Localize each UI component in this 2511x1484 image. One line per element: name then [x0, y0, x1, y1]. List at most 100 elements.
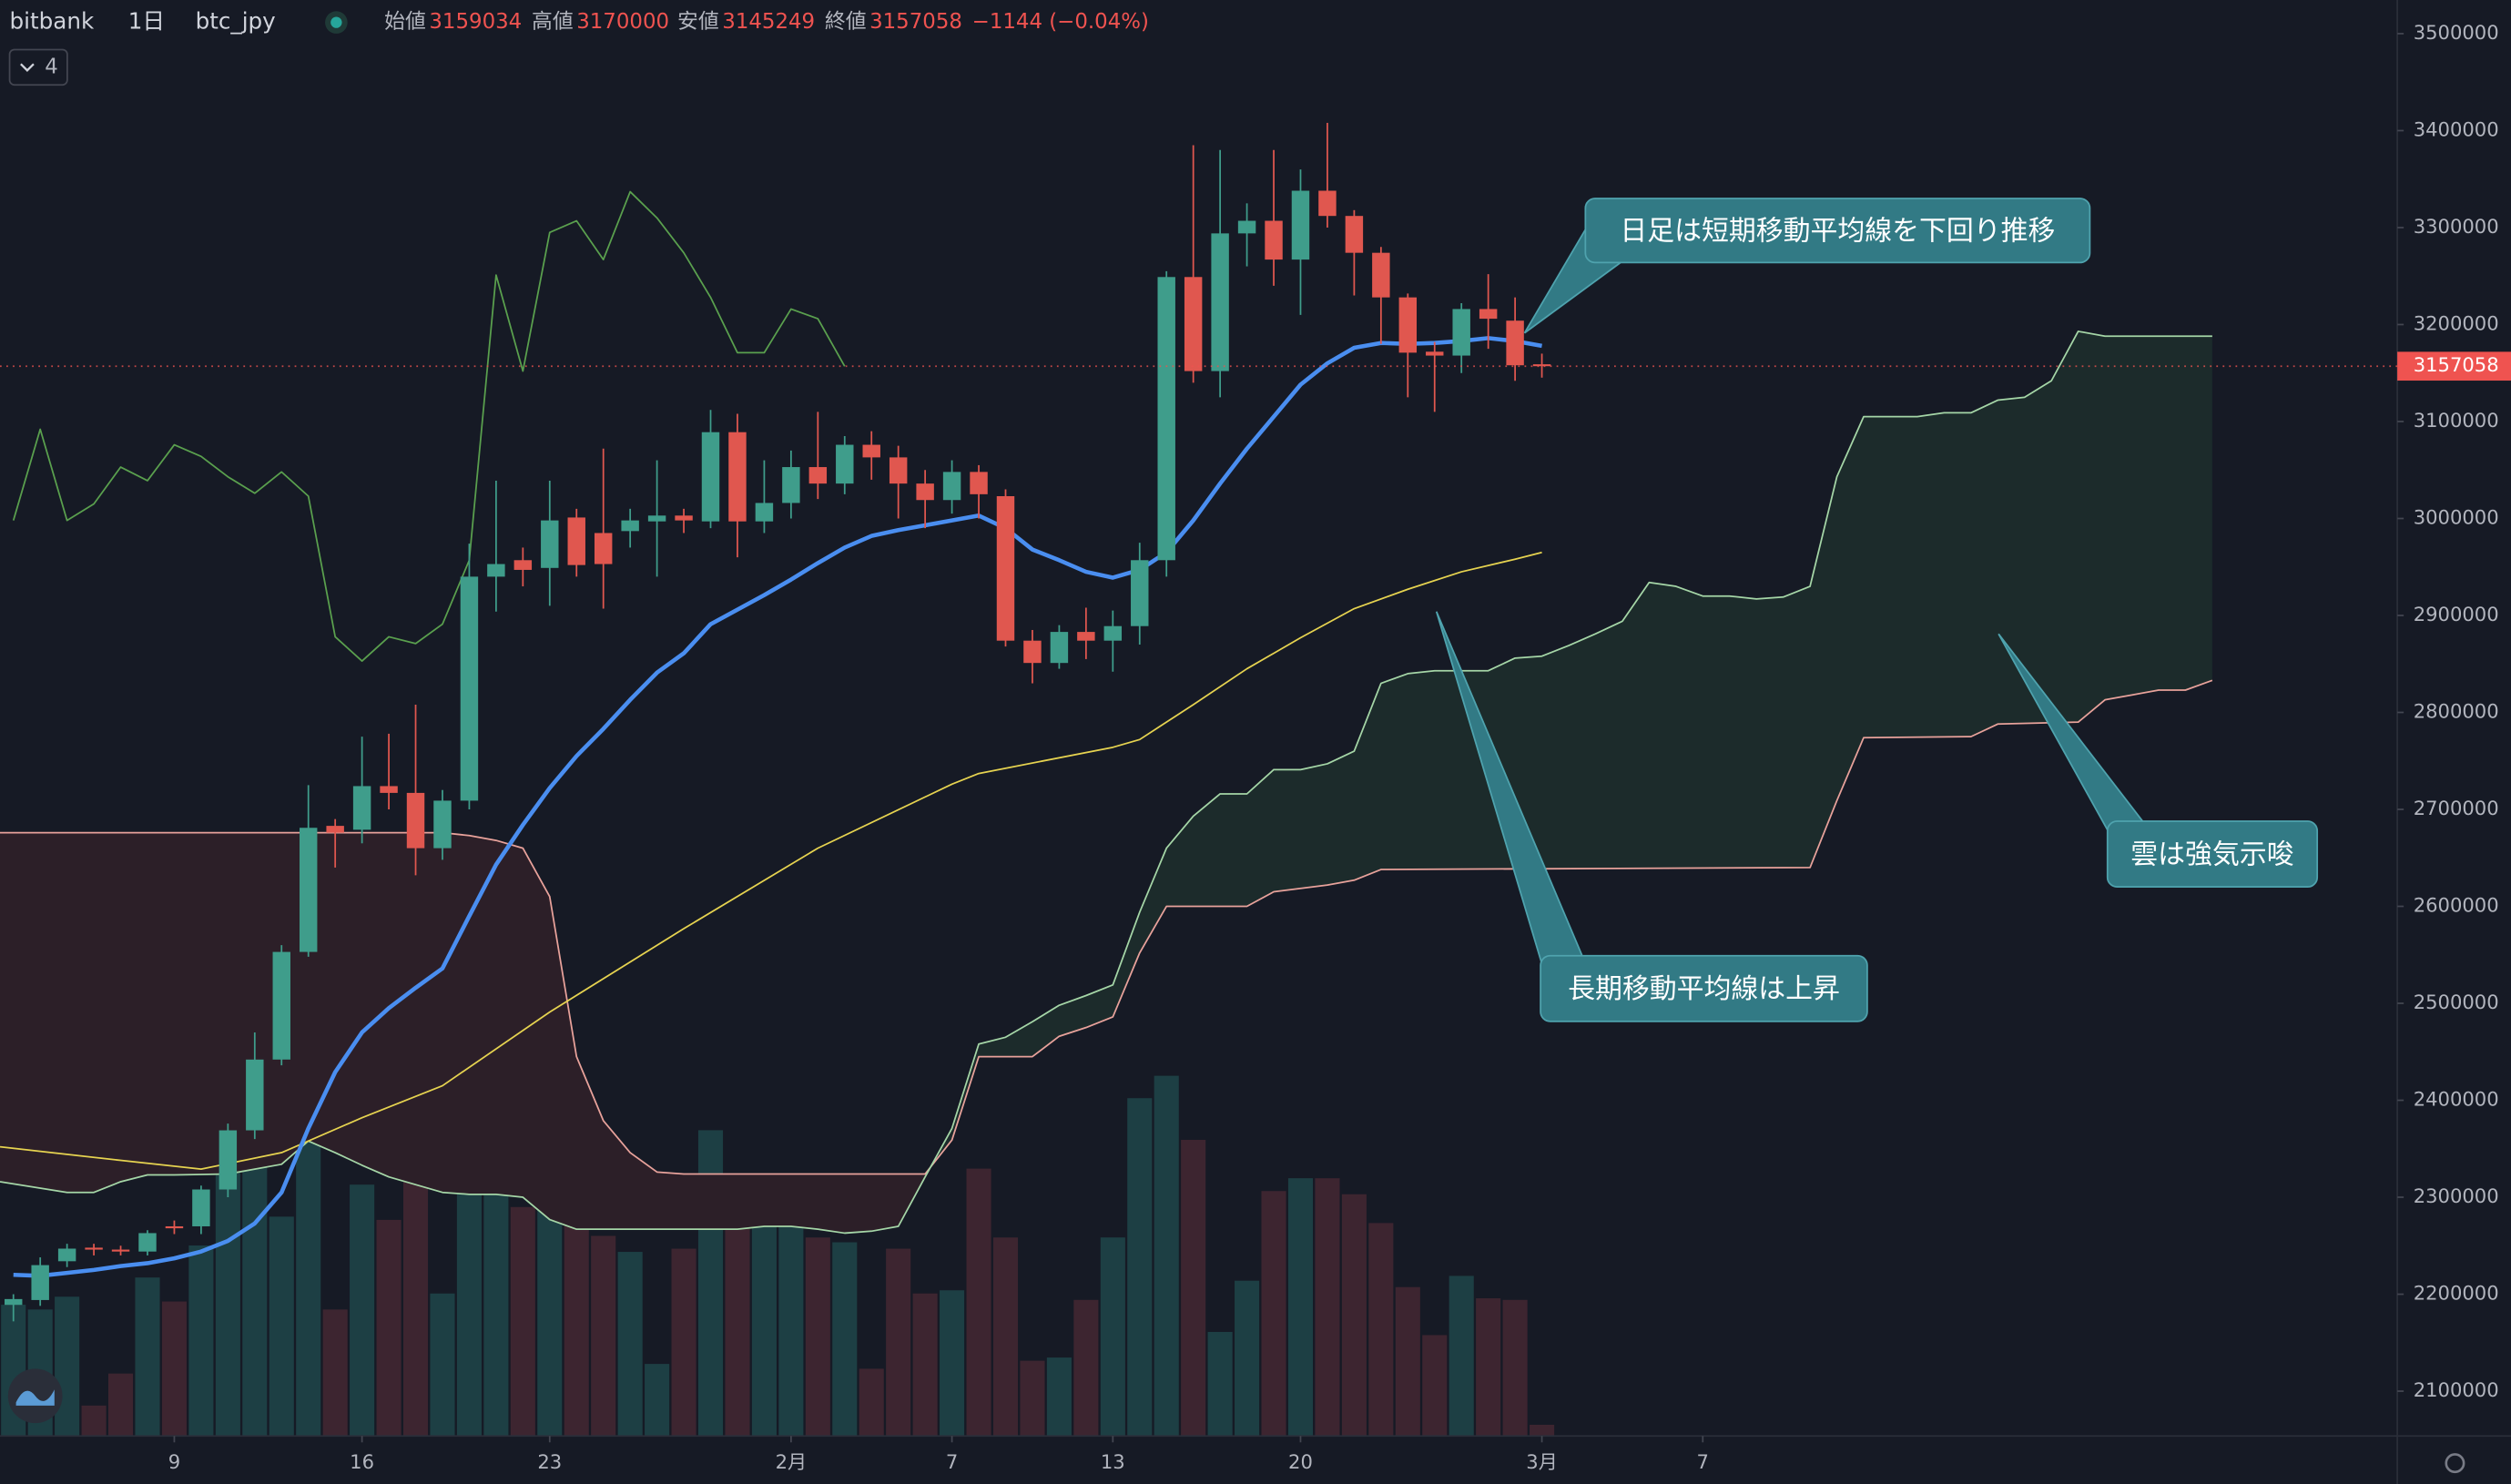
- volume-bar: [1261, 1191, 1286, 1437]
- candle-body: [1398, 297, 1418, 353]
- volume-bar: [537, 1192, 563, 1437]
- callout-text: 日足は短期移動平均線を下回り推移: [1620, 215, 2055, 247]
- candle-body: [1103, 625, 1123, 641]
- candle-body: [1023, 640, 1042, 664]
- exchange: bitbank: [10, 8, 95, 35]
- candle-body: [675, 515, 693, 521]
- sma-short-line: [13, 336, 1542, 1278]
- candle-body: [513, 560, 533, 570]
- candle-body: [942, 472, 961, 501]
- candle-body: [1265, 220, 1283, 260]
- volume-bar: [1073, 1299, 1099, 1437]
- line-layer: [0, 190, 2213, 1278]
- volume-bar: [1395, 1286, 1420, 1437]
- volume-bar: [751, 1213, 777, 1437]
- last-price-label: 3157058: [2414, 353, 2499, 376]
- candle-body: [219, 1130, 238, 1190]
- volume-bar: [430, 1293, 455, 1437]
- y-tick-label: 2200000: [2414, 1282, 2499, 1305]
- y-tick-label: 2100000: [2414, 1378, 2499, 1401]
- y-tick-label: 2700000: [2414, 797, 2499, 819]
- y-tick-label: 2600000: [2414, 894, 2499, 917]
- candle-body: [460, 576, 479, 801]
- y-tick-label: 2400000: [2414, 1088, 2499, 1111]
- indicator-toggle[interactable]: [8, 48, 68, 86]
- candle-body: [326, 826, 344, 833]
- x-tick-label: 3月: [1526, 1450, 1558, 1473]
- header: bitbank 1日 btc_jpy 始値 3159034 高値 3170000…: [7, 8, 2465, 1474]
- candle-body: [1131, 560, 1149, 626]
- candle-body: [782, 467, 800, 503]
- open-label: 始値: [384, 10, 426, 34]
- candle-body: [165, 1225, 184, 1229]
- candle-body: [380, 786, 398, 793]
- x-tick-label: 23: [537, 1450, 562, 1473]
- candle-body: [1157, 277, 1175, 561]
- candle-body: [1479, 309, 1498, 320]
- candle-body: [970, 472, 988, 494]
- candle-body: [647, 515, 666, 522]
- volume-bar: [1235, 1280, 1260, 1437]
- candle-body: [1318, 190, 1337, 217]
- candle-body: [996, 495, 1015, 641]
- candle-body: [916, 483, 934, 501]
- volume-bar: [376, 1219, 402, 1437]
- volume-bar: [617, 1252, 643, 1437]
- sma-long-line: [0, 551, 1542, 1171]
- volume-bar: [269, 1216, 294, 1437]
- callout-text: 長期移動平均線は上昇: [1568, 973, 1840, 1005]
- volume-layer: [1, 1075, 1555, 1437]
- candle-body: [862, 444, 880, 458]
- candle-body: [57, 1248, 76, 1262]
- candle-body: [1452, 309, 1470, 356]
- span-a-line: [0, 330, 2212, 1235]
- volume-bar: [456, 1184, 482, 1437]
- volume-bar: [510, 1206, 535, 1437]
- candle-body: [138, 1233, 157, 1252]
- volume-bar: [1476, 1298, 1501, 1437]
- volume-bar: [215, 1165, 240, 1437]
- x-tick-label: 20: [1288, 1450, 1313, 1473]
- candle-body: [433, 800, 452, 849]
- volume-bar: [805, 1237, 830, 1437]
- status-dot: [330, 16, 342, 28]
- x-tick-label: 7: [946, 1450, 958, 1473]
- candle-body: [487, 564, 505, 577]
- settings-icon[interactable]: [2445, 1453, 2465, 1474]
- candle-body: [31, 1265, 49, 1300]
- volume-bar: [1341, 1194, 1367, 1437]
- y-tick-label: 2800000: [2414, 700, 2499, 723]
- volume-bar: [671, 1248, 696, 1437]
- volume-bar: [135, 1277, 160, 1437]
- candle-body: [5, 1298, 23, 1306]
- candle-body: [1506, 320, 1524, 366]
- volume-bar: [1100, 1237, 1125, 1437]
- callout-box: [1540, 954, 1868, 1022]
- candle-body: [1345, 216, 1364, 253]
- x-tick-label: 7: [1697, 1450, 1709, 1473]
- candle-body: [594, 533, 613, 564]
- candle-body: [1077, 632, 1095, 641]
- volume-bar: [1181, 1139, 1206, 1437]
- volume-bar: [645, 1364, 670, 1437]
- candle-body: [1237, 220, 1256, 234]
- callout-text: 雲は強気示唆: [2130, 839, 2293, 870]
- volume-bar: [940, 1290, 965, 1437]
- candle-body: [299, 828, 318, 952]
- volume-bar: [778, 1206, 804, 1437]
- volume-bar: [188, 1245, 214, 1437]
- candle-body: [1532, 364, 1551, 367]
- change: −1144 (−0.04%): [972, 10, 1149, 34]
- volume-bar: [1422, 1335, 1448, 1437]
- volume-bar: [1154, 1075, 1179, 1437]
- volume-bar: [322, 1309, 348, 1437]
- volume-bar: [912, 1293, 938, 1437]
- volume-bar: [161, 1301, 187, 1437]
- y-tick-label: 2500000: [2414, 991, 2499, 1013]
- logo-wave: [15, 1389, 55, 1406]
- candle-body: [836, 444, 854, 484]
- volume-bar: [859, 1368, 884, 1437]
- y-tick-label: 3400000: [2414, 117, 2499, 140]
